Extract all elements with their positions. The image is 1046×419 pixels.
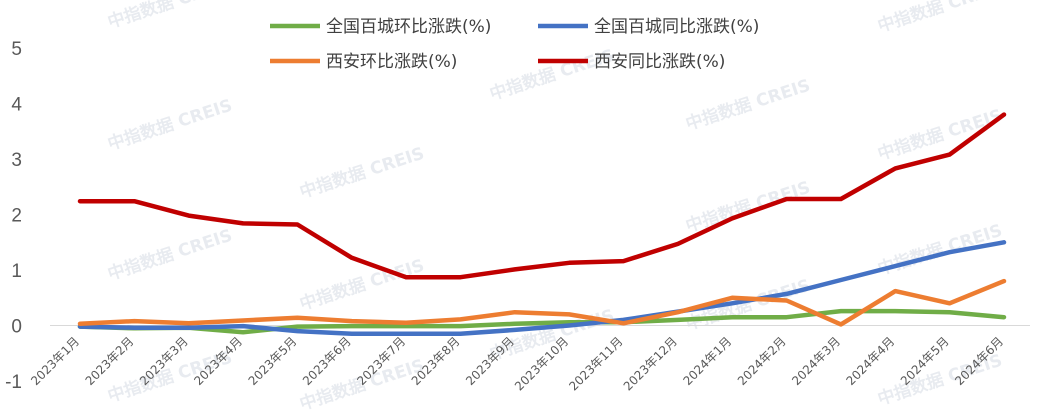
series-line-1 bbox=[77, 308, 1007, 335]
legend-label: 西安环比涨跌(%) bbox=[326, 52, 457, 72]
watermark-text: 中指数据 CREIS bbox=[875, 0, 1005, 37]
y-tick-label: -1 bbox=[5, 372, 22, 393]
y-tick-label: 3 bbox=[11, 150, 22, 171]
watermark-text: 中指数据 CREIS bbox=[297, 143, 427, 203]
y-tick-label: 5 bbox=[11, 39, 22, 60]
watermark-text: 中指数据 CREIS bbox=[875, 220, 1005, 280]
watermark-text: 中指数据 CREIS bbox=[105, 225, 235, 285]
legend-label: 全国百城环比涨跌(%) bbox=[326, 17, 491, 37]
series-line-2 bbox=[77, 240, 1007, 337]
legend-label: 西安同比涨跌(%) bbox=[594, 52, 725, 72]
watermark-text: 中指数据 CREIS bbox=[683, 177, 813, 237]
x-tick-label: 2023年1月 bbox=[28, 334, 82, 388]
series-line-3 bbox=[77, 278, 1007, 327]
watermark-text: 中指数据 CREIS bbox=[105, 0, 235, 33]
y-axis-ticks: -1 0 1 2 3 4 5 bbox=[5, 39, 22, 393]
y-tick-label: 1 bbox=[11, 261, 22, 282]
x-tick-label: 2023年11月 bbox=[566, 334, 625, 393]
series-line-4 bbox=[77, 112, 1007, 280]
watermark-text: 中指数据 CREIS bbox=[105, 95, 235, 155]
x-tick-label: 2024年3月 bbox=[789, 334, 843, 388]
legend: 全国百城环比涨跌(%) 全国百城同比涨跌(%) 西安环比涨跌(%) 西安同比涨跌(%) bbox=[270, 17, 759, 72]
x-tick-label: 2024年1月 bbox=[680, 334, 734, 388]
x-tick-label: 2024年2月 bbox=[735, 334, 789, 388]
x-tick-label: 2024年4月 bbox=[844, 334, 898, 388]
y-tick-label: 0 bbox=[11, 317, 22, 338]
y-tick-label: 2 bbox=[11, 206, 22, 227]
legend-label: 全国百城同比涨跌(%) bbox=[594, 17, 759, 37]
series-layer bbox=[77, 112, 1007, 337]
x-tick-label: 2023年12月 bbox=[621, 334, 680, 393]
x-tick-label: 2023年9月 bbox=[463, 334, 517, 388]
watermark-text: 中指数据 CREIS bbox=[683, 75, 813, 135]
x-tick-label: 2023年5月 bbox=[246, 334, 300, 388]
y-tick-label: 4 bbox=[11, 95, 22, 116]
